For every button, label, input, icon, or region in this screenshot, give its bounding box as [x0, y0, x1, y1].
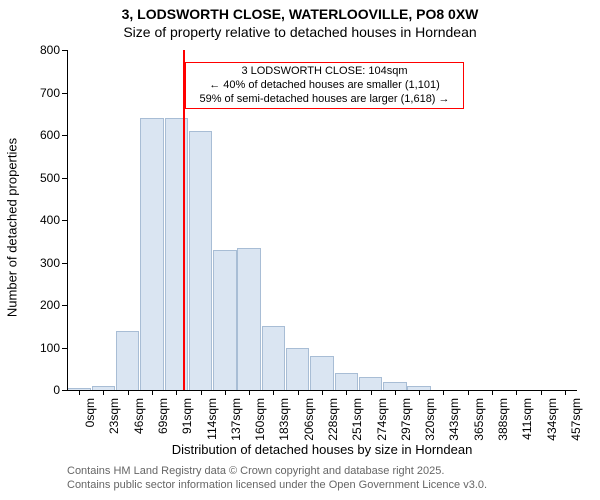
x-tick-label: 320sqm [423, 355, 437, 398]
histogram-bar [189, 131, 213, 390]
x-tick-label: 0sqm [83, 369, 97, 398]
x-tick-label: 388sqm [496, 355, 510, 398]
annotation-line3: 59% of semi-detached houses are larger (… [192, 93, 457, 107]
y-axis-title: Number of detached properties [5, 128, 20, 328]
x-tick-label: 297sqm [399, 355, 413, 398]
y-tick-label: 200 [22, 298, 60, 312]
x-tick-label: 365sqm [472, 355, 486, 398]
x-axis-title: Distribution of detached houses by size … [67, 442, 577, 457]
x-tick-label: 434sqm [545, 355, 559, 398]
histogram-bar [140, 118, 164, 390]
x-tick-label: 411sqm [520, 356, 534, 398]
annotation-line1: 3 LODSWORTH CLOSE: 104sqm [192, 65, 457, 79]
chart-title-line2: Size of property relative to detached ho… [0, 24, 600, 40]
attribution-text: Contains HM Land Registry data © Crown c… [67, 464, 487, 493]
y-axis-line [67, 50, 68, 390]
property-size-histogram: 3, LODSWORTH CLOSE, WATERLOOVILLE, PO8 0… [0, 0, 600, 500]
attribution-line2: Contains public sector information licen… [67, 478, 487, 492]
x-tick-label: 343sqm [447, 355, 461, 398]
x-tick-label: 457sqm [569, 355, 583, 398]
y-tick-label: 400 [22, 213, 60, 227]
x-tick-label: 274sqm [375, 355, 389, 398]
y-tick-label: 500 [22, 171, 60, 185]
y-tick-label: 800 [22, 43, 60, 57]
annotation-line2: ← 40% of detached houses are smaller (1,… [192, 79, 457, 93]
attribution-line1: Contains HM Land Registry data © Crown c… [67, 464, 487, 478]
y-tick-label: 300 [22, 256, 60, 270]
y-tick-label: 0 [22, 383, 60, 397]
x-axis-line [67, 390, 577, 391]
annotation-box: 3 LODSWORTH CLOSE: 104sqm ← 40% of detac… [185, 62, 464, 109]
chart-title-line1: 3, LODSWORTH CLOSE, WATERLOOVILLE, PO8 0… [0, 6, 600, 22]
y-tick-label: 600 [22, 128, 60, 142]
y-tick-label: 100 [22, 341, 60, 355]
y-tick-label: 700 [22, 86, 60, 100]
